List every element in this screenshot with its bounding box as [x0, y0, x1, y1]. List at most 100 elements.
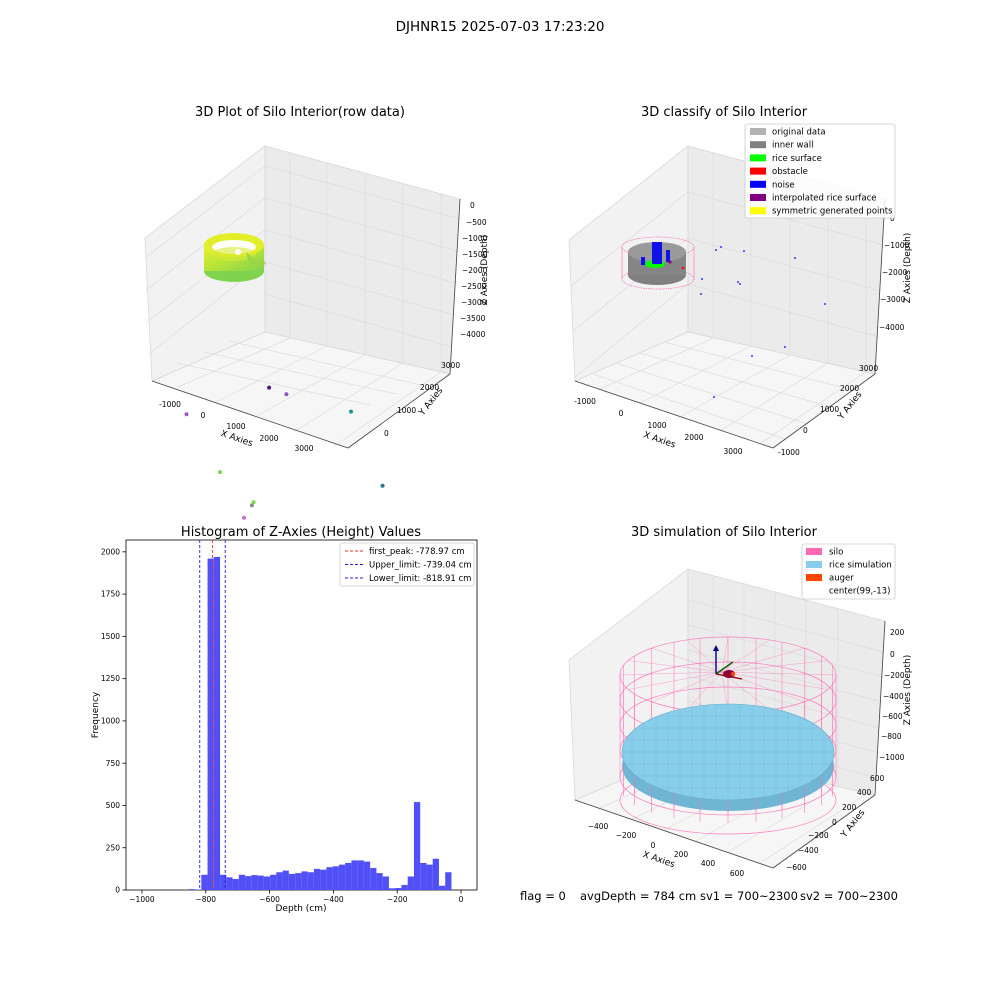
classify-3d-x-tick: 1000 [647, 421, 666, 430]
silo-roof-wire [721, 671, 828, 690]
classify-3d-noise-point [713, 396, 715, 398]
classify-3d-legend-label: obstacle [772, 167, 808, 177]
simulation-3d-z-tick: −600 [882, 712, 903, 721]
histogram-bar [388, 888, 396, 890]
simulation-3d-z-tick: 200 [890, 628, 905, 637]
histogram-ylabel: Frequency [91, 691, 101, 738]
simulation-3d-legend-label: center(99,-13) [829, 587, 890, 597]
figure-suptitle: DJHNR15 2025-07-03 17:23:20 [396, 19, 605, 35]
simulation-3d-zlabel: Z Axies (Depth) [903, 655, 913, 726]
histogram-bar [195, 889, 202, 890]
classify-3d-y-tick: 2000 [840, 384, 859, 393]
simulation-3d-x-tick: 600 [730, 869, 745, 878]
histogram-bar [370, 868, 377, 890]
silo-roof-wire [721, 647, 805, 673]
classify-3d-legend-label: symmetric generated points [772, 207, 893, 217]
histogram-bar [413, 802, 421, 890]
histogram-y-tick: 1750 [101, 590, 120, 599]
panel-classify-3d: 3D classify of Silo Interior -1000 0 100… [568, 105, 913, 457]
classify-3d-noise-points [700, 246, 826, 398]
histogram-lines [199, 540, 226, 890]
classify-3d-x-tick: 0 [619, 409, 624, 418]
simulation-3d-legend-swatch [806, 548, 822, 555]
raw-3d-z-axis [449, 198, 461, 375]
silo-roof-wire [721, 671, 837, 676]
simulation-3d-y-tick: −400 [798, 846, 819, 855]
classify-3d-legend-swatch [750, 180, 766, 188]
classify-3d-grid [570, 153, 884, 446]
simulation-3d-z-ticks: 200 0 −200 −400 −600 −800 −1000 [879, 628, 905, 762]
histogram-xlabel: Depth (cm) [275, 904, 326, 914]
raw-3d-z-tick: −1000 [462, 234, 488, 243]
classify-3d-noise-point [700, 293, 702, 295]
classify-3d-legend: original data inner wall rice surface obsta… [744, 123, 896, 219]
histogram-legend-label: Lower_limit: -818.91 cm [369, 574, 471, 584]
histogram-title: Histogram of Z-Axies (Height) Values [181, 525, 421, 540]
histogram-x-ticks: −1000 −800 −600 −400 −200 0 [129, 890, 464, 904]
histogram-bar [351, 860, 358, 890]
histogram-y-tick: 1500 [101, 632, 120, 641]
raw-3d-x-tick: 1000 [226, 422, 245, 431]
simulation-3d-y-tick: 0 [832, 818, 837, 827]
histogram-bar [438, 885, 446, 890]
silo-roof-wire [619, 671, 723, 676]
classify-3d-noise-point [794, 257, 796, 259]
silo-roof-wire [651, 647, 723, 673]
histogram-legend-frame [339, 542, 475, 587]
histogram-bar [232, 879, 239, 890]
panel-histogram: Histogram of Z-Axies (Height) Values −10… [91, 525, 478, 914]
raw-3d-point [251, 500, 256, 505]
raw-3d-point [184, 412, 189, 417]
raw-3d-point [242, 515, 246, 520]
footer-avg-depth: avgDepth = 784 cm [580, 889, 697, 903]
classify-3d-x-tick: -1000 [574, 397, 596, 406]
classify-3d-legend-swatch [750, 167, 766, 175]
classify-3d-legend-swatch [750, 207, 766, 215]
raw-3d-y-tick: 1000 [397, 406, 416, 415]
simulation-3d-y-tick: 600 [870, 774, 885, 783]
classify-3d-noise-point [720, 246, 722, 248]
classify-3d-zlabel: Z Axies (Depth) [903, 233, 913, 304]
histogram-bar [395, 887, 402, 890]
classify-3d-legend-label: rice surface [772, 154, 822, 164]
histogram-x-tick: 0 [459, 895, 464, 904]
classify-3d-z-tick: 0 [890, 214, 895, 223]
histogram-bar [201, 874, 208, 890]
histogram-y-tick: 500 [106, 801, 121, 810]
simulation-3d-y-tick: −200 [808, 831, 829, 840]
classify-3d-legend-swatch [750, 128, 766, 135]
histogram-bar [288, 873, 296, 890]
classify-3d-noise-point [784, 346, 786, 348]
raw-3d-x-tick: -1000 [159, 400, 181, 409]
histogram-y-ticks: 0 250 500 750 1000 1250 1500 1750 2000 [101, 547, 126, 895]
footer-sv1: sv1 = 700~2300 [700, 889, 798, 903]
raw-3d-point [349, 409, 353, 414]
histogram-legend-label: first_peak: -778.97 cm [369, 547, 465, 557]
classify-3d-noise-point [743, 250, 745, 252]
raw-3d-z-tick: −2000 [462, 266, 488, 275]
histogram-bar [251, 875, 258, 890]
classify-3d-z-tick: −3000 [880, 295, 906, 304]
histogram-bar [238, 874, 246, 890]
histogram-bar [432, 858, 439, 890]
silo-roof-wire [721, 671, 770, 711]
simulation-3d-legend-label: rice simulation [829, 561, 892, 571]
simulation-3d-silo-wireframe [619, 636, 837, 835]
raw-3d-z-tick: −3000 [461, 298, 487, 307]
classify-3d-noise-point [701, 278, 703, 280]
histogram-y-tick: 750 [106, 759, 121, 768]
classify-3d-legend-frame [744, 123, 896, 219]
raw-3d-title: 3D Plot of Silo Interior(row data) [195, 105, 405, 120]
simulation-3d-xlabel: X Axies [641, 850, 676, 870]
histogram-y-tick: 1000 [101, 717, 120, 726]
simulation-3d-legend-swatch [806, 574, 822, 581]
histogram-bars [138, 556, 452, 890]
simulation-3d-y-tick: 400 [857, 788, 872, 797]
raw-3d-z-tick: −500 [466, 218, 487, 227]
histogram-plot-area [125, 539, 478, 891]
histogram-bar [338, 864, 346, 890]
histogram-bar [320, 869, 327, 890]
silo-roof-wire [721, 636, 729, 673]
footer-sv2: sv2 = 700~2300 [800, 889, 898, 903]
classify-3d-y-axis [772, 373, 876, 449]
